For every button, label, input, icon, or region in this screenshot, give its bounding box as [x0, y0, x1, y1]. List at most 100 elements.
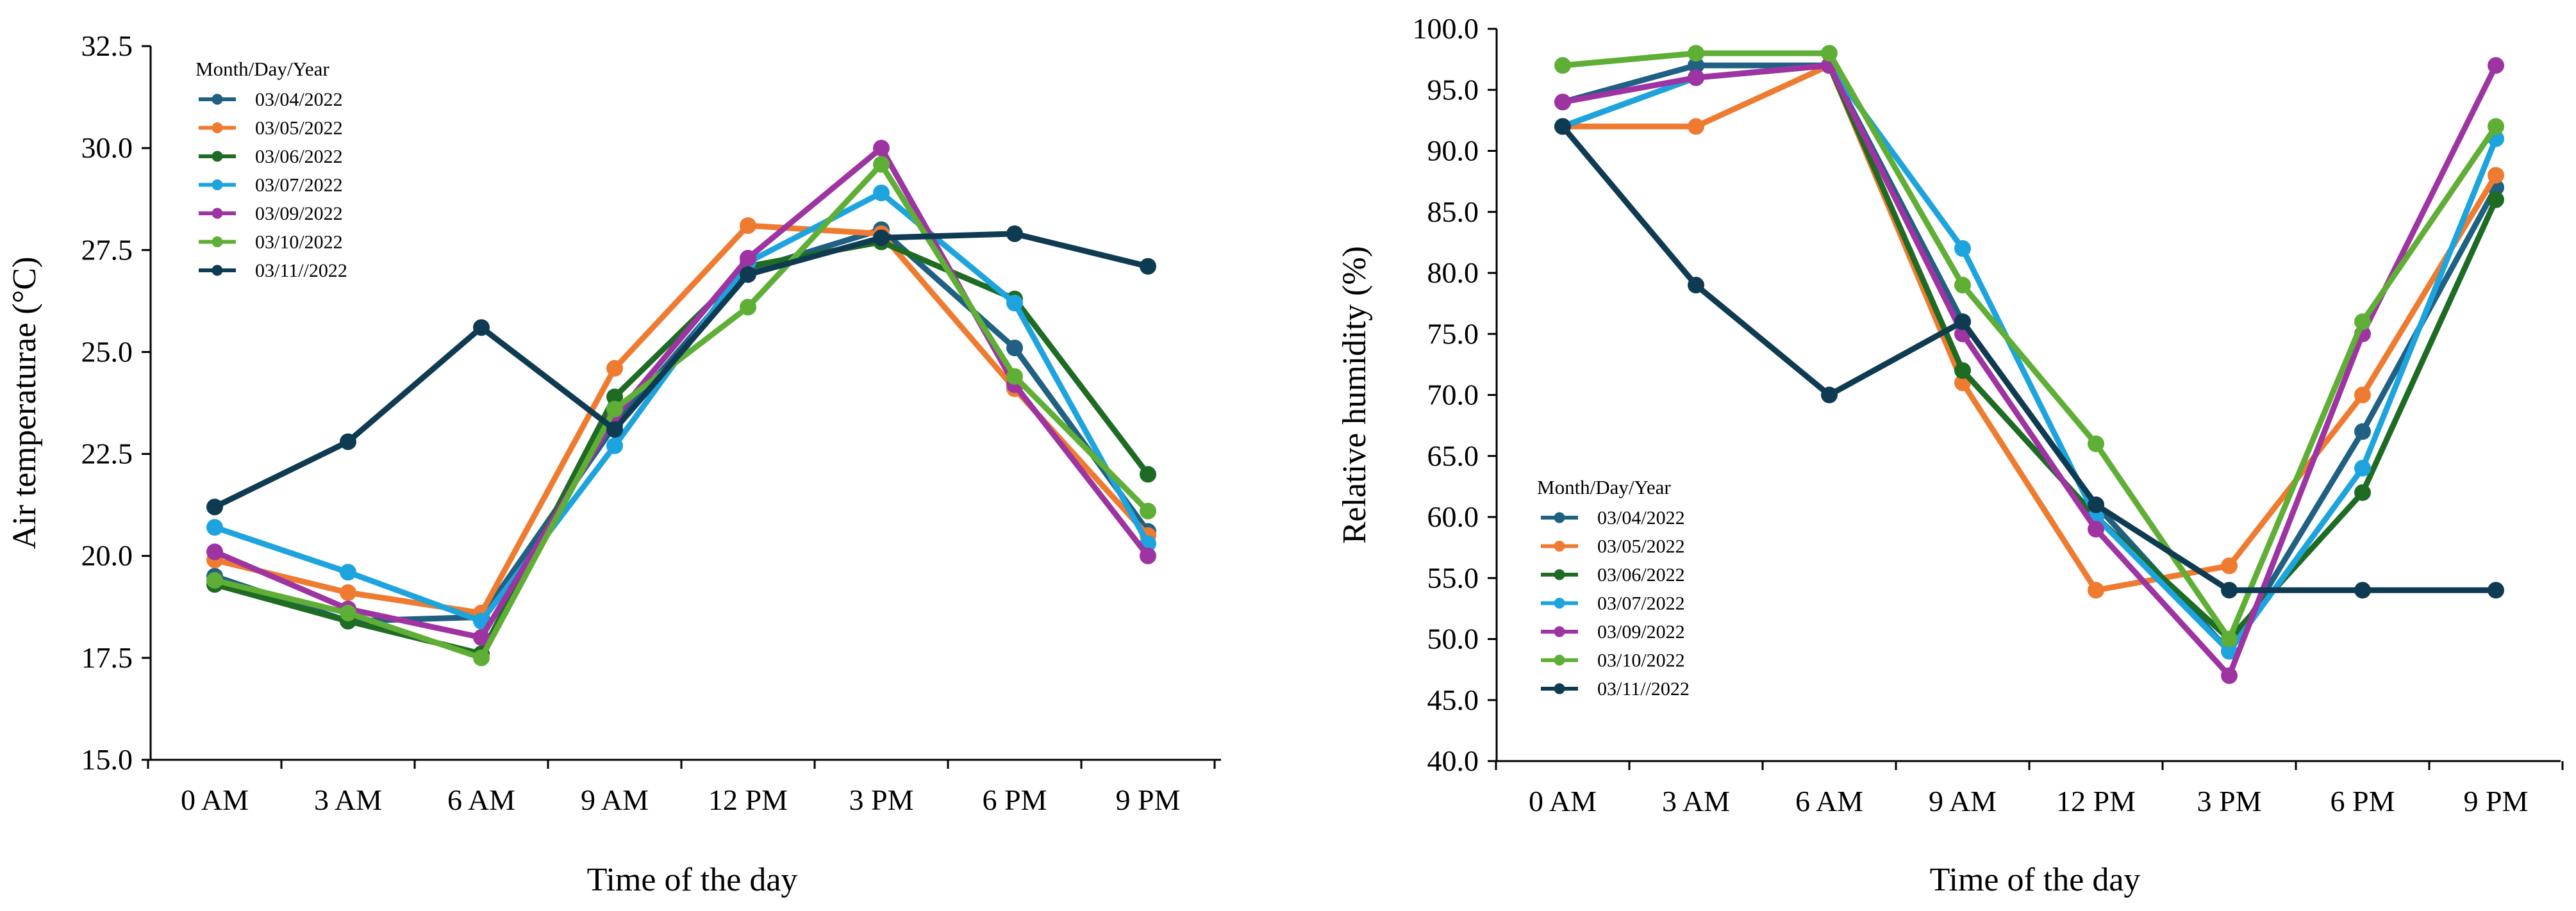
legend-item: 03/04/2022: [199, 89, 343, 110]
data-point: [2088, 435, 2104, 452]
series-03-05-2022: [206, 217, 1156, 621]
data-point: [2488, 191, 2504, 208]
legend-swatch-marker: [212, 122, 223, 133]
x-axis-title: Time of the day: [587, 862, 798, 898]
series-line: [212, 226, 1151, 625]
legend-item: 03/04/2022: [1541, 507, 1685, 529]
y-tick-label: 95.0: [1427, 73, 1479, 106]
data-point: [340, 604, 356, 621]
legend-swatch-marker: [1554, 598, 1565, 609]
series-03-10-2022: [1554, 45, 2504, 648]
data-point: [2488, 167, 2504, 184]
series-03-10-2022: [206, 156, 1156, 666]
data-point: [2088, 521, 2104, 538]
legend-item: 03/11//2022: [1541, 678, 1690, 700]
y-tick-label: 75.0: [1427, 317, 1479, 350]
data-point: [1954, 277, 1971, 294]
data-point: [1821, 45, 1838, 62]
legend-label: 03/04/2022: [1597, 507, 1685, 529]
data-point: [2221, 643, 2238, 660]
data-point: [1688, 57, 1704, 74]
legend-item: 03/09/2022: [199, 203, 343, 224]
x-tick-label: 6 AM: [447, 784, 515, 816]
data-point: [2221, 667, 2238, 684]
data-point: [1006, 225, 1023, 242]
x-tick-label: 9 PM: [2464, 785, 2529, 817]
data-point: [606, 388, 623, 406]
legend-label: 03/09/2022: [1597, 621, 1685, 643]
x-tick-label: 3 PM: [2197, 785, 2262, 817]
y-tick-label: 60.0: [1427, 500, 1479, 533]
legend-swatch-marker: [212, 179, 223, 190]
y-tick-label: 32.5: [81, 29, 133, 62]
data-point: [1554, 118, 1571, 135]
data-point: [740, 266, 756, 283]
legend-label: 03/05/2022: [255, 118, 343, 139]
legend-swatch-marker: [212, 94, 223, 105]
legend-label: 03/04/2022: [255, 89, 343, 110]
legend-item: 03/07/2022: [1541, 593, 1685, 614]
legend-item: 03/05/2022: [1541, 536, 1685, 557]
data-point: [2488, 57, 2504, 74]
legend-swatch-marker: [1554, 683, 1565, 694]
legend-label: 03/06/2022: [255, 146, 343, 167]
x-tick-label: 12 PM: [708, 784, 788, 816]
legend-swatch-marker: [212, 236, 223, 247]
series-03-07-2022: [206, 185, 1156, 630]
legend-swatch-marker: [1554, 541, 1565, 552]
series-line: [1559, 123, 2499, 593]
data-point: [1688, 45, 1704, 62]
series-line: [212, 231, 1151, 510]
data-point: [1821, 386, 1838, 404]
series-03-07-2022: [1554, 57, 2504, 660]
legend-label: 03/05/2022: [1597, 536, 1685, 557]
series-line: [1559, 50, 2499, 642]
data-point: [873, 140, 890, 157]
data-point: [1554, 94, 1571, 111]
data-point: [2354, 459, 2371, 477]
data-point: [206, 543, 223, 561]
data-point: [340, 433, 356, 450]
y-tick-label: 40.0: [1427, 744, 1479, 777]
series-03-11--2022: [206, 225, 1156, 516]
x-tick-label: 0 AM: [181, 784, 249, 816]
data-point: [206, 498, 223, 516]
y-tick-label: 85.0: [1427, 195, 1479, 228]
data-point: [340, 564, 356, 581]
data-point: [1140, 547, 1156, 564]
data-point: [473, 319, 490, 336]
legend-label: 03/06/2022: [1597, 564, 1685, 586]
data-point: [606, 359, 623, 377]
x-tick-label: 6 PM: [2331, 785, 2395, 817]
legend: Month/Day/Year 03/04/2022 03/05/2022 03/06…: [195, 58, 347, 281]
data-point: [1954, 313, 1971, 331]
legend: Month/Day/Year 03/04/2022 03/05/2022 03/06…: [1537, 476, 1690, 700]
data-point: [473, 649, 490, 666]
data-point: [2354, 386, 2371, 404]
x-tick-label: 12 PM: [2056, 785, 2136, 817]
data-point: [1006, 340, 1023, 357]
legend-item: 03/06/2022: [199, 146, 343, 167]
data-point: [1688, 277, 1704, 294]
legend-swatch-marker: [1554, 569, 1565, 580]
legend-title: Month/Day/Year: [1537, 476, 1671, 498]
data-point: [2354, 423, 2371, 440]
y-tick-label: 80.0: [1427, 256, 1479, 289]
data-point: [2488, 118, 2504, 135]
legend-label: 03/10/2022: [255, 232, 343, 253]
series-03-06-2022: [1554, 57, 2504, 648]
legend-label: 03/11//2022: [1597, 678, 1690, 700]
data-point: [206, 571, 223, 589]
legend-label: 03/09/2022: [255, 203, 343, 224]
air-temperature-chart: 15.0 17.5 20.0 22.5 25.0 27.5 30.0 32.5 0 AM 3 AM…: [6, 29, 1221, 898]
y-tick-label: 50.0: [1427, 623, 1479, 655]
data-point: [740, 250, 756, 267]
y-tick-label: 20.0: [81, 539, 133, 572]
y-tick-label: 15.0: [81, 743, 133, 776]
y-tick-label: 90.0: [1427, 135, 1479, 167]
data-point: [873, 185, 890, 202]
legend-item: 03/09/2022: [1541, 621, 1685, 643]
y-axis-title: Air temperaturae (°C): [6, 257, 43, 550]
legend-swatch-marker: [1554, 655, 1565, 666]
